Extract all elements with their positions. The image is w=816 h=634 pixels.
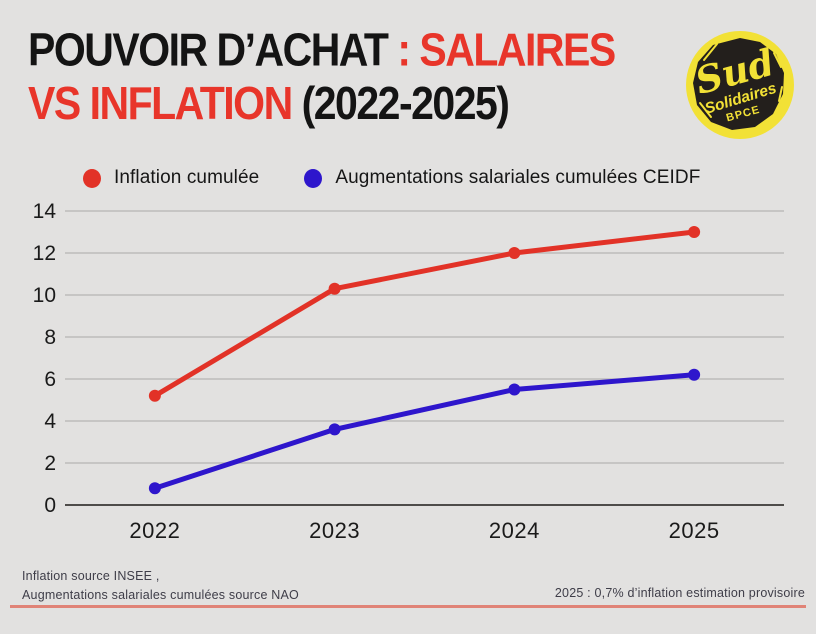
footer-sources: Inflation source INSEE , Augmentations s…: [22, 567, 299, 605]
logo-brush-marks: [699, 43, 783, 118]
y-tick-label: 14: [33, 200, 57, 223]
title-line2-red: VS INFLATION: [28, 77, 302, 130]
legend-label-salaires: Augmentations salariales cumulées CEIDF: [335, 167, 701, 188]
legend-item-salaires: Augmentations salariales cumulées CEIDF: [304, 167, 700, 189]
y-tick-label: 12: [33, 242, 56, 265]
title-line1-black: POUVOIR D’ACHAT: [28, 24, 389, 76]
data-point: [148, 482, 161, 495]
line-chart: 0 2 4 6 8 10 12 14 2022 2023 2024 2025: [33, 200, 784, 543]
x-tick-label: 2025: [669, 518, 720, 543]
logo-blob: [693, 38, 784, 130]
legend-item-inflation: Inflation cumulée: [83, 167, 259, 189]
x-tick-label: 2024: [489, 518, 540, 543]
page-title: POUVOIR D’ACHAT : SALAIRES VS INFLATION (…: [28, 24, 616, 131]
footer-divider: [10, 605, 806, 608]
title-line2-black: (2022-2025): [301, 77, 510, 130]
legend-label-inflation: Inflation cumulée: [114, 167, 260, 188]
x-tick-label: 2022: [129, 518, 180, 543]
footer-source-line2: Augmentations salariales cumulées source…: [22, 587, 299, 602]
data-point: [688, 226, 701, 238]
data-point: [148, 389, 161, 402]
data-point: [328, 423, 341, 436]
y-tick-label: 4: [44, 410, 56, 433]
footer-note: 2025 : 0,7% d’inflation estimation provi…: [554, 586, 805, 600]
data-point: [328, 282, 341, 295]
title-line1-red: : SALAIRES: [387, 24, 616, 76]
y-tick-label: 10: [33, 284, 56, 307]
data-point: [508, 247, 521, 259]
x-tick-label: 2023: [309, 518, 360, 543]
legend-dot-inflation: [83, 168, 101, 188]
chart-legend: Inflation cumulée Augmentations salarial…: [83, 163, 700, 193]
y-tick-label: 0: [44, 494, 56, 517]
y-tick-label: 2: [44, 452, 56, 475]
legend-dot-salaires: [304, 168, 323, 188]
series-line: [152, 372, 697, 491]
y-tick-label: 6: [44, 368, 56, 391]
data-point: [508, 383, 521, 396]
sud-solidaires-logo: Sud Solidaires BPCE: [686, 31, 794, 139]
data-point: [688, 368, 701, 381]
series-line: [152, 229, 697, 399]
y-tick-label: 8: [44, 326, 56, 349]
footer-source-line1: Inflation source INSEE ,: [22, 569, 160, 583]
